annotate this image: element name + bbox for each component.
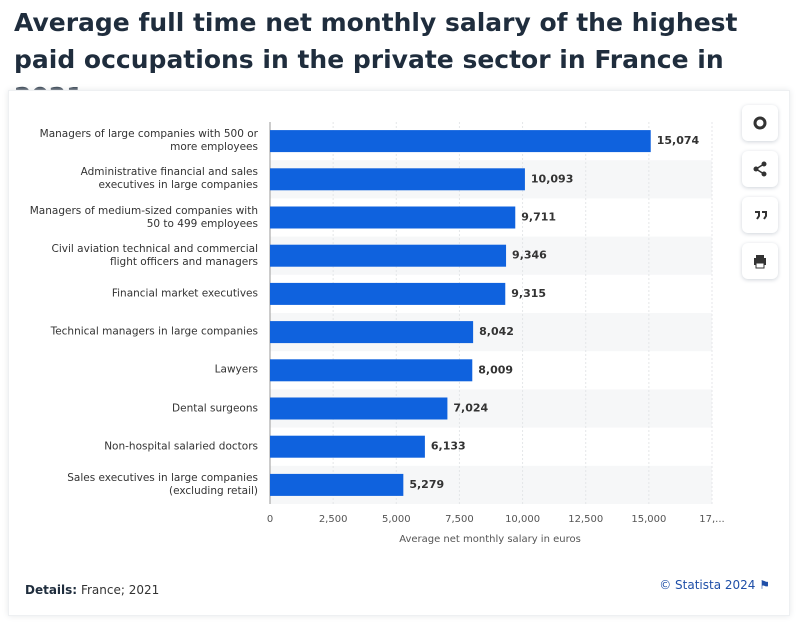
x-tick-label: 2,500 [319, 514, 348, 525]
share-button[interactable] [742, 151, 778, 187]
x-tick-label: 15,000 [631, 514, 666, 525]
bar [270, 130, 651, 153]
value-label: 9,346 [512, 249, 547, 262]
bar [270, 397, 448, 420]
print-button[interactable] [742, 243, 778, 279]
value-label: 8,009 [478, 363, 513, 376]
y-tick-label: Financial market executives [111, 287, 258, 300]
y-tick-label: Lawyers [214, 363, 258, 376]
x-axis-label: Average net monthly salary in euros [399, 534, 581, 545]
source-text: © Statista 2024 [659, 578, 756, 592]
value-label: 9,315 [511, 287, 546, 300]
y-tick-label: Managers of large companies with 500 or … [39, 128, 258, 154]
bar [270, 282, 506, 305]
cite-button[interactable] [742, 197, 778, 233]
details-label: Details: [25, 583, 78, 597]
x-tick-label: 12,500 [568, 514, 603, 525]
bar [270, 244, 507, 267]
bar [270, 321, 474, 344]
bar [270, 168, 525, 191]
x-tick-label: 0 [267, 514, 273, 525]
bar [270, 435, 425, 458]
bar [270, 206, 516, 229]
y-tick-label: Civil aviation technical and commercial … [51, 242, 258, 268]
x-tick-label: 10,000 [505, 514, 540, 525]
x-tick-label: 5,000 [382, 514, 411, 525]
y-tick-label: Sales executives in large companies (exc… [67, 471, 258, 497]
y-tick-label: Dental surgeons [172, 402, 258, 414]
value-label: 6,133 [431, 440, 466, 453]
x-tick-label: 7,500 [445, 514, 474, 525]
value-label: 10,093 [531, 172, 573, 185]
value-label: 5,279 [409, 478, 444, 491]
y-tick-label: Managers of medium-sized companies with … [29, 204, 258, 230]
source: © Statista 2024 ⚑ [659, 578, 770, 592]
value-label: 8,042 [479, 325, 514, 338]
y-tick-label: Technical managers in large companies [50, 325, 258, 338]
details-text: France; 2021 [80, 583, 160, 597]
value-label: 9,711 [521, 211, 556, 224]
value-label: 7,024 [453, 402, 488, 415]
x-tick-label: 17,... [699, 514, 724, 525]
bar [270, 359, 473, 382]
value-label: 15,074 [657, 134, 700, 147]
y-tick-label: Administrative financial and sales execu… [80, 166, 258, 192]
bar [270, 473, 404, 496]
settings-button[interactable] [742, 105, 778, 141]
y-tick-label: Non-hospital salaried doctors [104, 440, 258, 453]
chart-title: Average full time net monthly salary of … [14, 8, 738, 111]
details: Details: France; 2021 [25, 583, 159, 597]
